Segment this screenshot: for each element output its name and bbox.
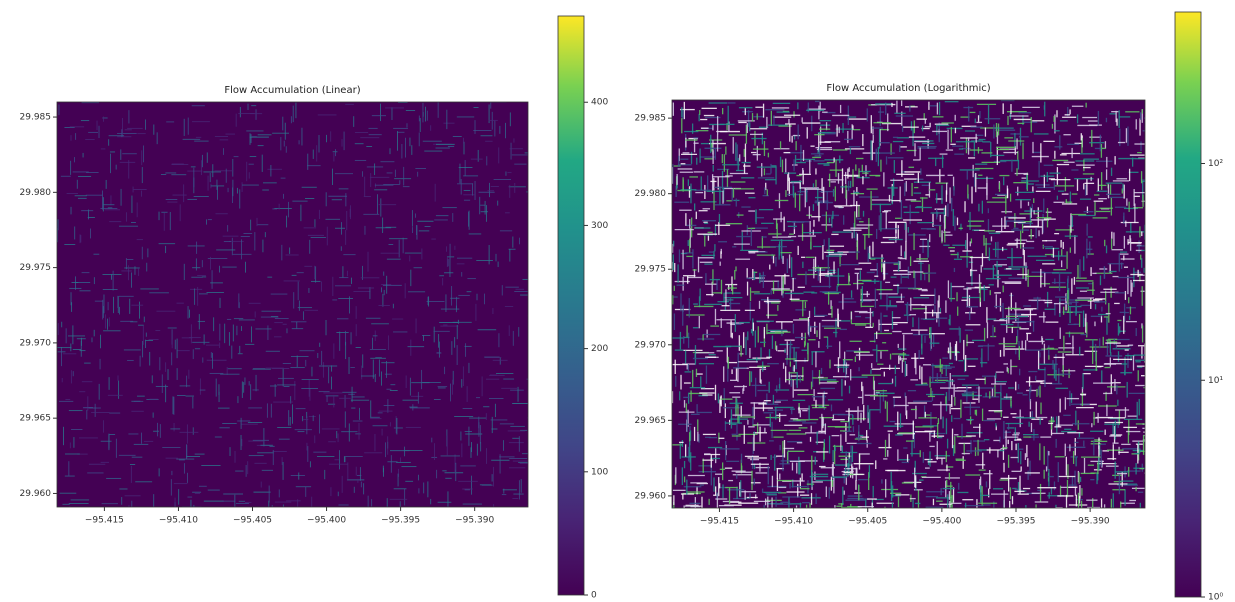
x-tick-label: −95.410 <box>159 516 198 526</box>
colorbar-tick-label: 100 <box>591 467 608 477</box>
x-tick-label: −95.405 <box>848 517 887 527</box>
colorbar-tick-label: 10² <box>1208 159 1223 169</box>
x-tick-label: −95.400 <box>307 516 346 526</box>
colorbar-tick-label: 200 <box>591 344 608 354</box>
figure: Flow Accumulation (Linear) −95.415 −95.410… <box>0 0 1235 602</box>
colorbar-tick-label: 400 <box>591 98 608 108</box>
x-tick-label: −95.405 <box>233 516 272 526</box>
y-tick-label: 29.985 <box>635 114 667 124</box>
y-tick-label: 29.970 <box>20 338 52 348</box>
x-tick-label: −95.395 <box>381 516 420 526</box>
y-tick-label: 29.970 <box>635 340 667 350</box>
x-tick-label: −95.415 <box>700 517 739 527</box>
x-tick-label: −95.390 <box>1071 517 1110 527</box>
y-tick-label: 29.960 <box>635 491 667 501</box>
colorbar <box>1175 12 1201 597</box>
y-tick-label: 29.980 <box>20 188 52 198</box>
x-tick-label: −95.395 <box>996 517 1035 527</box>
y-tick-label: 29.975 <box>635 265 667 275</box>
x-tick-label: −95.410 <box>774 517 813 527</box>
colorbar-tick-label: 300 <box>591 221 608 231</box>
y-tick-label: 29.980 <box>635 189 667 199</box>
x-tick-label: −95.400 <box>922 517 961 527</box>
colorbar-tick-label: 10⁰ <box>1208 593 1223 602</box>
x-tick-label: −95.390 <box>455 516 494 526</box>
colorbar-tick-label: 10¹ <box>1208 376 1223 386</box>
chart-title: Flow Accumulation (Linear) <box>224 85 360 96</box>
y-tick-label: 29.960 <box>20 489 52 499</box>
colorbar-tick-label: 0 <box>591 591 597 601</box>
x-tick-label: −95.415 <box>85 516 124 526</box>
y-tick-label: 29.975 <box>20 263 52 273</box>
colorbar <box>558 16 584 595</box>
y-tick-label: 29.965 <box>20 414 52 424</box>
chart-title: Flow Accumulation (Logarithmic) <box>826 83 990 94</box>
y-tick-label: 29.965 <box>635 416 667 426</box>
y-tick-label: 29.985 <box>20 113 52 123</box>
